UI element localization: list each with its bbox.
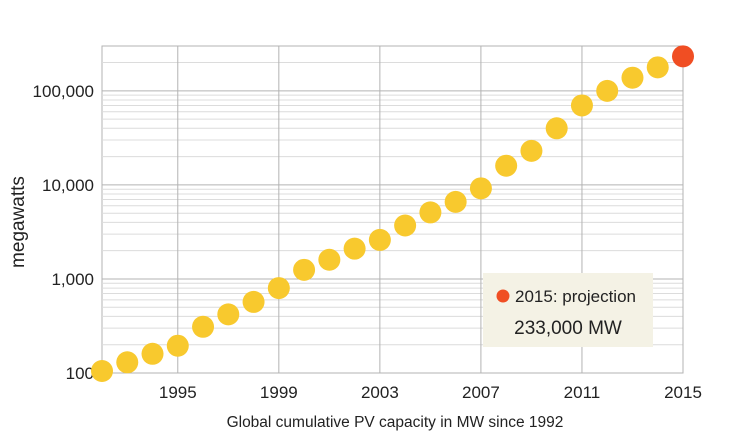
y-tick-label: 1,000 — [51, 270, 94, 289]
capacity-point — [293, 258, 316, 281]
y-axis-ticks: 100 1,000 10,000 100,000 — [33, 82, 94, 383]
capacity-point — [318, 248, 341, 271]
capacity-point — [91, 360, 113, 383]
capacity-point — [646, 56, 669, 79]
capacity-point — [444, 190, 467, 213]
capacity-point — [368, 228, 391, 251]
capacity-point — [545, 117, 568, 140]
x-tick-label: 2011 — [564, 383, 601, 402]
data-points — [91, 45, 694, 383]
x-axis-label: Global cumulative PV capacity in MW sinc… — [227, 414, 564, 431]
capacity-point — [394, 214, 417, 237]
projection-note-box — [483, 273, 653, 347]
capacity-point — [217, 303, 240, 326]
capacity-point — [267, 277, 290, 300]
y-axis-label: megawatts — [8, 176, 29, 268]
capacity-point — [495, 154, 518, 177]
capacity-point — [242, 290, 265, 313]
capacity-point — [570, 94, 593, 117]
x-axis-ticks: 1995 1999 2003 2007 2011 2015 — [159, 383, 702, 402]
capacity-point — [419, 201, 442, 224]
x-tick-label: 1999 — [260, 383, 298, 402]
capacity-point — [596, 79, 619, 102]
capacity-point — [192, 315, 215, 338]
projection-marker-icon — [496, 289, 510, 303]
x-tick-label: 2003 — [361, 383, 399, 402]
projection-note: 2015: projection 233,000 MW — [483, 273, 653, 347]
y-tick-label: 10,000 — [42, 176, 94, 195]
capacity-point — [343, 237, 366, 260]
y-tick-label: 100,000 — [33, 82, 94, 101]
x-tick-label: 2015 — [664, 383, 702, 402]
capacity-point — [621, 66, 644, 89]
capacity-point — [141, 342, 164, 365]
capacity-point — [116, 351, 139, 374]
capacity-point — [520, 139, 543, 162]
x-tick-label: 1995 — [159, 383, 197, 402]
x-tick-label: 2007 — [462, 383, 500, 402]
y-tick-label: 100 — [66, 364, 94, 383]
capacity-point — [166, 334, 189, 357]
projection-note-title: 2015: projection — [515, 287, 636, 306]
projection-point — [672, 45, 694, 68]
capacity-point — [469, 177, 492, 200]
projection-note-value: 233,000 MW — [514, 318, 622, 339]
